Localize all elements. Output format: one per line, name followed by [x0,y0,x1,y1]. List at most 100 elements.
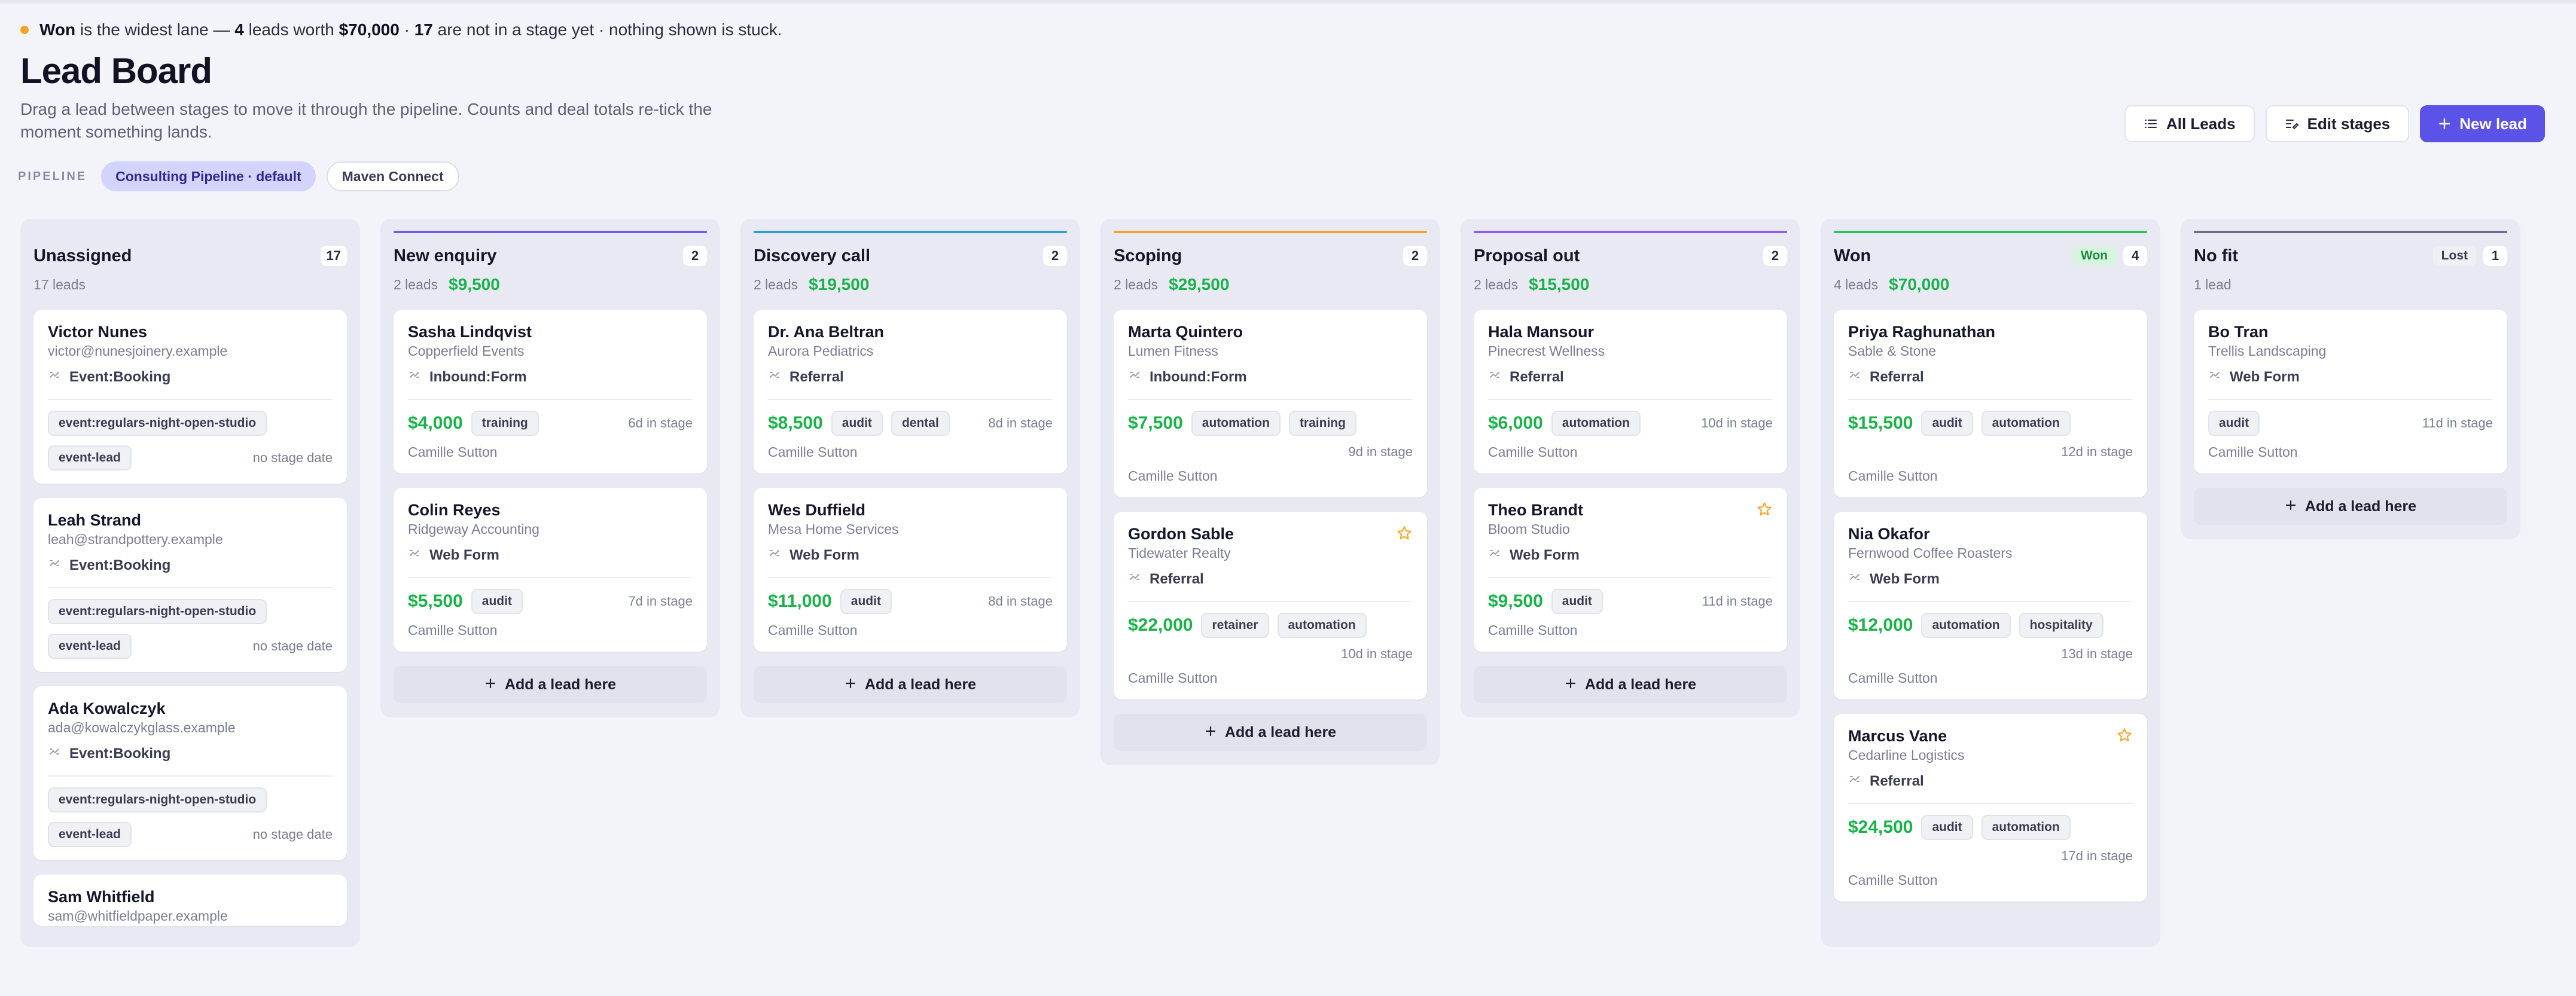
lead-name: Wes Duffield [768,501,866,519]
pipeline-tab-consulting[interactable]: Consulting Pipeline · default [101,161,316,191]
deal-value: $7,500 [1128,413,1183,433]
tag-row: event-lead no stage date [48,634,333,659]
lead-source-label: Referral [789,368,844,385]
lane-lead-count: 2 leads [394,276,438,292]
card-divider [1848,803,2133,804]
lead-company: Sable & Stone [1848,343,1937,359]
lead-card[interactable]: Priya Raghunathan Sable & Stone Referral $1… [1834,310,2147,497]
deal-row: $22,000 retainer automation [1128,613,1413,638]
lead-name: Nia Okafor [1848,525,1930,543]
lane-meta: 2 leads $9,500 [394,274,707,295]
favorite-star-icon[interactable] [1396,525,1413,545]
tag: audit [471,589,523,614]
tag-row: event-lead no stage date [48,445,333,470]
lead-card[interactable]: Victor Nunes victor@nunesjoinery.example E… [33,310,347,484]
lead-source: Event:Booking [48,368,333,386]
lead-source: Web Form [408,546,693,564]
lane-count-badge: 2 [1763,246,1787,266]
card-divider [768,577,1053,578]
lead-source: Web Form [1488,546,1773,564]
lane-count-badge: 1 [2483,246,2507,266]
lead-card[interactable]: Marcus Vane Cedarline Logistics Referral $2… [1834,714,2147,902]
add-lead-button[interactable]: Add a lead here [1114,714,1427,751]
lane-accent-bar [1834,231,2147,233]
deal-value: $4,000 [408,413,463,433]
tag: audit [2208,411,2260,436]
source-icon [408,368,421,386]
lead-card[interactable]: Dr. Ana Beltran Aurora Pediatrics Referral… [754,310,1067,473]
lead-card[interactable]: Sam Whitfield sam@whitfieldpaper.example [33,875,347,926]
edit-list-icon [2285,117,2299,131]
lane-count-badge: 2 [1403,246,1427,266]
deal-row: $12,000 automation hospitality [1848,613,2133,638]
deal-row: $6,000 automation 10d in stage [1488,411,1773,436]
lead-card[interactable]: Leah Strand leah@strandpottery.example Eve… [33,498,347,672]
lead-company: leah@strandpottery.example [48,531,223,547]
lead-card[interactable]: Hala Mansour Pinecrest Wellness Referral $6… [1474,310,1787,473]
lane-discovery-call: Discovery call 2 2 leads $19,500 Dr. Ana Bel… [740,219,1080,717]
new-lead-button[interactable]: New lead [2420,105,2545,142]
lane-proposal-out: Proposal out 2 2 leads $15,500 Hala Mansour P… [1461,219,1800,717]
lane-won: Won Won 4 4 leads $70,000 Priya Raghunathan Sa… [1821,219,2160,947]
lane-cards: Bo Tran Trellis Landscaping Web Form audit 1… [2194,310,2507,473]
lane-meta: 2 leads $19,500 [754,274,1067,295]
lane-header: New enquiry 2 [394,244,707,268]
lead-card[interactable]: Theo Brandt Bloom Studio Web Form $9,500 aud… [1474,488,1787,652]
tag: training [471,411,539,436]
lead-source: Web Form [1848,570,2133,588]
lead-company: Ridgeway Accounting [408,521,539,537]
tag-row: event:regulars-night-open-studio [48,599,333,624]
card-divider [408,577,693,578]
board-summary: Won is the widest lane — 4 leads worth $… [20,20,782,39]
lead-owner: Camille Sutton [1848,670,1938,686]
lane-lead-count: 4 leads [1834,276,1879,292]
lead-owner: Camille Sutton [1488,622,1578,638]
status-dot-icon [20,26,29,34]
tag: retainer [1201,613,1269,638]
add-lead-button[interactable]: Add a lead here [2194,488,2507,525]
top-border [0,0,2576,4]
lane-title: Scoping [1114,246,1182,265]
favorite-star-icon[interactable] [1756,501,1773,521]
lane-lead-count: 17 leads [33,276,86,292]
all-leads-button[interactable]: All Leads [2124,105,2255,142]
lane-accent-bar [754,231,1067,233]
lead-card[interactable]: Ada Kowalczyk ada@kowalczykglass.example E… [33,686,347,860]
lead-card[interactable]: Gordon Sable Tidewater Realty Referral $22,… [1114,512,1427,699]
lane-cards: Priya Raghunathan Sable & Stone Referral $1… [1834,310,2147,902]
tag: audit [1921,411,1973,436]
add-lead-button[interactable]: Add a lead here [1474,666,1787,703]
lead-card[interactable]: Bo Tran Trellis Landscaping Web Form audit 1… [2194,310,2507,473]
stage-age: 6d in stage [628,415,693,430]
lead-name: Sasha Lindqvist [408,323,532,341]
source-icon [1128,368,1141,386]
lane-count-badge: 2 [1043,246,1067,266]
lane-title: Discovery call [754,246,871,265]
add-lead-button[interactable]: Add a lead here [394,666,707,703]
lead-card[interactable]: Wes Duffield Mesa Home Services Web Form $1… [754,488,1067,652]
source-icon [1488,546,1501,564]
lane-accent-bar [1114,231,1427,233]
lane-meta: 4 leads $70,000 [1834,274,2147,295]
kanban-board: Unassigned 17 17 leads Victor Nunes victor@n… [20,219,2520,947]
lead-card[interactable]: Colin Reyes Ridgeway Accounting Web Form $5… [394,488,707,652]
card-divider [1848,399,2133,400]
add-lead-button[interactable]: Add a lead here [754,666,1067,703]
pipeline-label: PIPELINE [18,169,87,183]
lead-card[interactable]: Sasha Lindqvist Copperfield Events Inbound… [394,310,707,473]
list-icon [2144,117,2158,131]
lane-title: New enquiry [394,246,497,265]
lane-count-badge: 2 [683,246,707,266]
lead-name: Ada Kowalczyk [48,699,166,717]
lead-card[interactable]: Nia Okafor Fernwood Coffee Roasters Web Fo… [1834,512,2147,699]
pipeline-tab-maven[interactable]: Maven Connect [326,161,459,191]
tag: hospitality [2019,613,2104,638]
edit-stages-button[interactable]: Edit stages [2265,105,2410,142]
tag: audit [831,411,883,436]
lead-card[interactable]: Marta Quintero Lumen Fitness Inbound:Form $… [1114,310,1427,497]
lane-total-value: $19,500 [809,275,870,294]
stage-age: 10d in stage [1341,646,1413,661]
favorite-star-icon[interactable] [2116,727,2133,747]
lead-company: ada@kowalczykglass.example [48,720,236,735]
card-divider [408,399,693,400]
